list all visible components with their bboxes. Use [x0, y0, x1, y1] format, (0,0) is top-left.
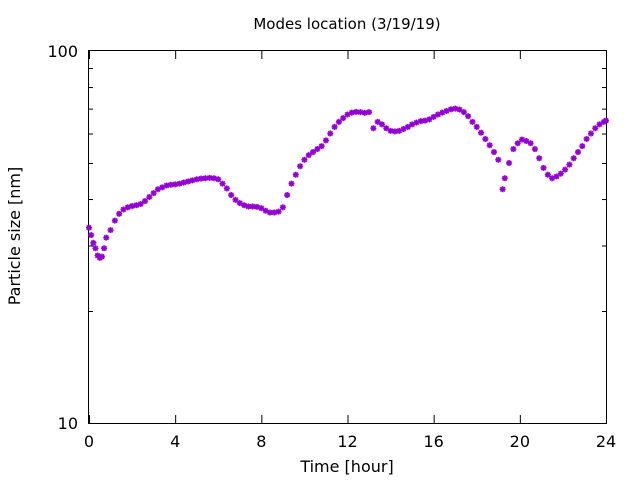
- data-point: [365, 108, 373, 116]
- data-point: [279, 203, 287, 212]
- data-point: [526, 139, 535, 148]
- data-point: [214, 175, 223, 184]
- data-point: [296, 162, 304, 171]
- x-tick-label: 20: [510, 432, 530, 451]
- data-point: [326, 129, 335, 138]
- data-point: [313, 145, 322, 153]
- x-tick-label: 12: [337, 432, 357, 451]
- data-point: [309, 148, 317, 156]
- data-point: [100, 244, 108, 253]
- x-axis-label: Time [hour]: [299, 457, 393, 476]
- data-point: [87, 231, 95, 239]
- data-point: [498, 185, 507, 194]
- data-point: [505, 159, 513, 167]
- data-point: [300, 155, 309, 164]
- data-point: [602, 116, 610, 125]
- plot-frame: [88, 50, 607, 424]
- data-point: [539, 164, 548, 172]
- data-point: [565, 160, 574, 169]
- data-point: [283, 191, 291, 199]
- data-point: [490, 148, 498, 156]
- y-tick-labels: 10 100: [47, 42, 78, 433]
- data-point: [468, 118, 477, 126]
- data-point: [509, 145, 518, 153]
- data-point: [578, 142, 587, 150]
- data-point: [89, 239, 98, 247]
- data-point: [582, 135, 591, 143]
- data-point: [494, 155, 503, 164]
- data-point: [369, 124, 378, 133]
- data-point: [561, 165, 569, 174]
- data-points: [85, 104, 610, 262]
- data-point: [472, 123, 481, 131]
- data-point: [98, 252, 106, 261]
- data-point: [322, 136, 330, 145]
- data-point: [227, 191, 235, 199]
- data-point: [291, 170, 300, 179]
- data-point: [188, 176, 197, 185]
- x-tick-label: 24: [596, 432, 616, 451]
- data-point: [218, 179, 227, 188]
- data-point: [500, 174, 509, 183]
- data-point: [587, 129, 595, 138]
- x-tick-labels: 0 4 8 12 16 20 24: [84, 432, 616, 451]
- x-tick-label: 16: [423, 432, 443, 451]
- y-tick-label: 100: [47, 42, 78, 61]
- data-point: [574, 148, 582, 156]
- data-point: [464, 112, 472, 120]
- x-tick-label: 8: [256, 432, 266, 451]
- data-point: [91, 244, 100, 253]
- x-tick-label: 0: [84, 432, 94, 451]
- data-point: [115, 210, 123, 218]
- x-tick-label: 4: [170, 432, 180, 451]
- data-point: [210, 174, 218, 183]
- data-point: [535, 154, 544, 163]
- y-tick-label: 10: [58, 414, 78, 433]
- data-point: [477, 128, 485, 137]
- data-point: [481, 135, 490, 143]
- chart-title: Modes location (3/19/19): [253, 15, 440, 33]
- data-point: [287, 179, 296, 188]
- data-point: [485, 141, 494, 150]
- data-point: [274, 207, 283, 216]
- data-point: [330, 123, 339, 131]
- data-point: [111, 216, 119, 225]
- data-point: [531, 145, 539, 153]
- data-point: [106, 226, 115, 234]
- data-point: [102, 233, 111, 242]
- data-point: [317, 142, 326, 150]
- y-axis-label: Particle size [nm]: [5, 167, 24, 306]
- data-point: [85, 223, 93, 232]
- data-point: [223, 184, 231, 193]
- data-point: [569, 154, 578, 163]
- data-point: [304, 151, 313, 159]
- axis-ticks: [89, 51, 607, 423]
